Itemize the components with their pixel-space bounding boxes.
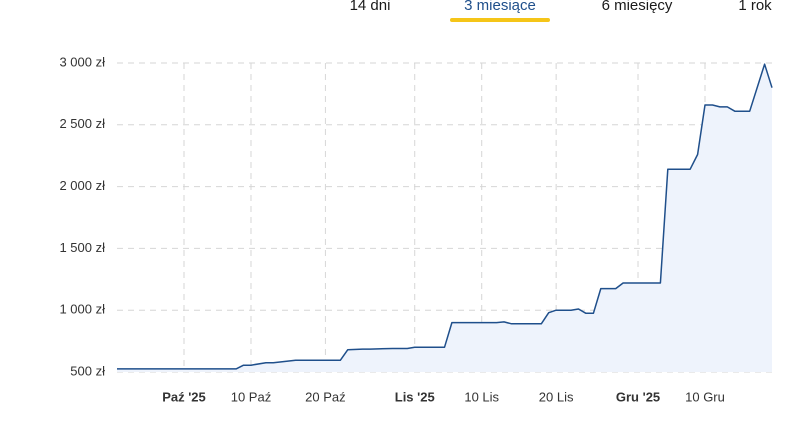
x-tick-label: 20 Lis [539,389,574,404]
x-tick-label: 10 Paź [231,389,271,404]
x-tick-label: 10 Gru [685,389,725,404]
period-tab[interactable]: 3 miesiące [464,0,536,14]
y-tick-label: 2 500 zł [59,116,105,131]
y-tick-label: 500 zł [70,363,105,378]
x-tick-label: Gru '25 [616,389,660,404]
price-line [117,63,773,370]
y-tick-label: 1 500 zł [59,240,105,255]
x-tick-label: Paź '25 [162,389,206,404]
y-tick-label: 3 000 zł [59,54,105,69]
area-fill [117,64,772,372]
period-tab[interactable]: 6 miesięcy [602,0,673,14]
x-tick-label: Lis '25 [395,389,435,404]
y-tick-label: 2 000 zł [59,178,105,193]
x-tick-label: 10 Lis [464,389,499,404]
y-tick-label: 1 000 zł [59,302,105,317]
x-tick-label: 20 Paź [305,389,345,404]
period-tab[interactable]: 14 dni [350,0,391,14]
period-tab[interactable]: 1 rok [738,0,772,14]
